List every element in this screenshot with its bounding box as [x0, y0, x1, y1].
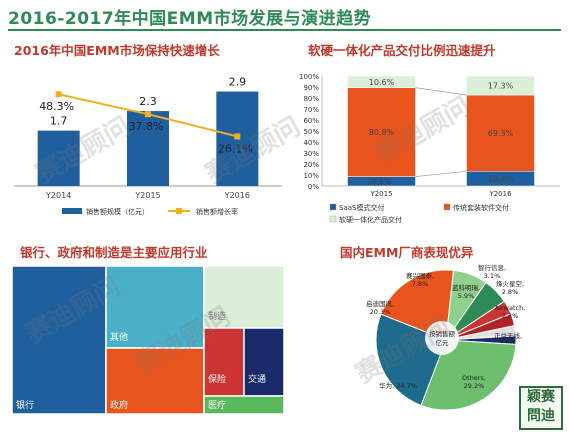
title-divider [8, 29, 561, 31]
treemap-label: 交通 [248, 373, 266, 385]
stacked-segment [347, 87, 416, 177]
chart1-title: 2016年中国EMM市场保持快速增长 [14, 43, 220, 58]
y-tick-label: 10% [303, 172, 319, 180]
logo-line2: 問迪 [527, 408, 555, 424]
bar-value-label: 2.9 [229, 76, 247, 89]
stacked-segment [347, 75, 416, 88]
legend-label: 传统套装软件交付 [453, 203, 509, 212]
y-tick-label: 80% [303, 95, 319, 103]
x-tick-label: Y2014 [45, 191, 71, 200]
segment-value-label: 8.6% [371, 177, 392, 186]
legend-label: 销售额规模（亿元） [86, 207, 149, 216]
x-tick-label: Y2016 [488, 190, 512, 198]
brand-logo: 颖赛 問迪 [519, 386, 563, 430]
y-tick-label: 70% [303, 106, 319, 114]
stacked-segment [466, 94, 535, 172]
pie-slice [420, 339, 517, 411]
bar-value-label: 1.7 [50, 115, 68, 128]
y-tick-label: 0% [308, 183, 319, 191]
legend-swatch-bar [62, 208, 82, 214]
pie-slice-label: 启迪国讯, 20.3% [366, 299, 394, 316]
segment-value-label: 69.3% [488, 129, 514, 138]
stacked-segment [466, 75, 535, 96]
bar [37, 130, 80, 186]
line-point [234, 133, 241, 140]
line-value-label: 26.1% [218, 142, 253, 155]
logo-line1: 颖赛 [527, 389, 555, 405]
treemap-cell [105, 347, 205, 415]
connector-line [415, 170, 467, 177]
treemap-label: 银行 [16, 399, 34, 411]
pie-slice-label: Airwatch, 2.3% [495, 304, 526, 320]
legend-swatch-marker [176, 208, 182, 214]
y-tick-label: 40% [303, 139, 319, 147]
chart4-title: 国内EMM厂商表现优异 [340, 245, 474, 260]
segment-value-label: 17.3% [488, 82, 514, 91]
treemap-label: 保险 [208, 373, 226, 385]
x-tick-label: Y2015 [134, 191, 160, 200]
y-tick-label: 90% [303, 84, 319, 92]
segment-value-label: 80.8% [369, 128, 395, 137]
legend-label: 软硬一体化产品交付 [339, 215, 402, 224]
treemap-label: 制造 [208, 310, 226, 322]
pie-slice-label: Others, 29.2% [462, 374, 486, 390]
treemap-cell [243, 327, 285, 397]
x-tick-label: Y2016 [224, 191, 250, 200]
chart3-title: 银行、政府和制造是主要应用行业 [20, 245, 208, 260]
treemap-label: 其他 [110, 331, 128, 343]
bar [127, 111, 169, 186]
y-tick-label: 100% [299, 73, 319, 81]
legend-label: SaaS模式交付 [339, 203, 384, 212]
y-tick-label: 30% [303, 150, 319, 158]
pie-slice-label: 智行信息, 3.1% [478, 263, 506, 280]
legend-swatch [329, 215, 337, 223]
legend-swatch [329, 203, 337, 211]
line-value-label: 37.8% [129, 120, 164, 133]
legend-label: 销售额增长率 [196, 207, 238, 216]
line-point [55, 91, 62, 98]
treemap-cell [203, 395, 285, 415]
treemap-label: 医疗 [208, 399, 226, 411]
treemap-cell [203, 265, 285, 329]
legend-swatch [443, 203, 451, 211]
bar-value-label: 2.3 [139, 95, 157, 108]
line-value-label: 48.3% [39, 100, 74, 113]
connector-line [415, 87, 467, 96]
treemap-label: 政府 [110, 399, 128, 411]
pie-center-label: 按销售额亿元 [429, 329, 456, 347]
x-tick-label: Y2015 [369, 190, 392, 198]
chart2-title: 软硬一体化产品交付比例迅速提升 [308, 43, 496, 58]
segment-value-label: 10.6% [369, 78, 395, 87]
treemap-cell [203, 327, 245, 397]
y-tick-label: 50% [303, 128, 319, 136]
line-point [145, 111, 151, 118]
segment-value-label: 13.4% [488, 175, 514, 184]
pie-slice-label: 华为, 24.7% [379, 381, 417, 390]
y-tick-label: 20% [303, 161, 319, 169]
pie-center [425, 321, 459, 355]
treemap-cell [105, 265, 205, 349]
pie-slice-label: 烽火星空, 2.8% [496, 279, 524, 296]
page-title: 2016-2017年中国EMM市场发展与演进趋势 [8, 9, 372, 29]
treemap-cell [11, 265, 107, 415]
pie-slice-label: 赛兴国泰, 7.8% [406, 271, 434, 288]
y-tick-label: 60% [303, 117, 319, 125]
pie-slice-label: 蓝科明瑞, 5.9% [452, 283, 480, 300]
